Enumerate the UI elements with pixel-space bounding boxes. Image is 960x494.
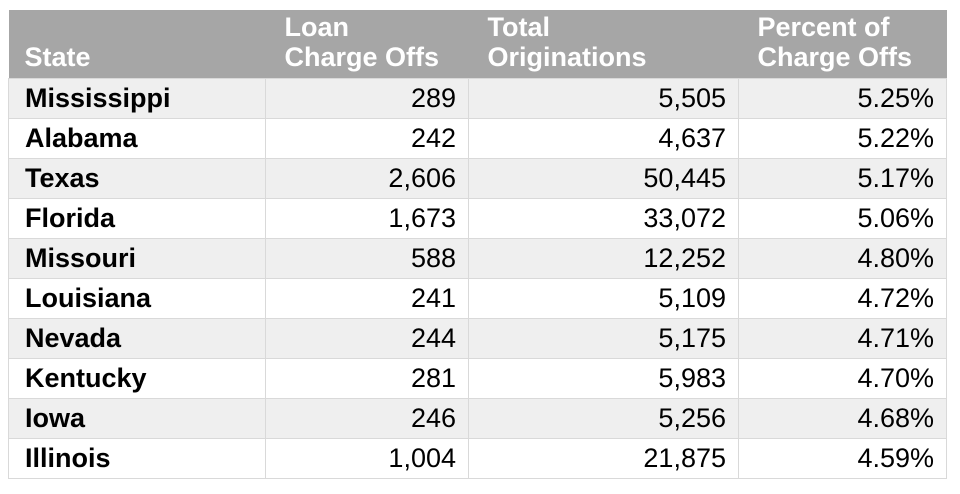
cell-originations: 5,109 — [468, 277, 739, 319]
cell-state: Mississippi — [8, 77, 266, 119]
table-row: Louisiana 241 5,109 4.72% — [8, 277, 947, 319]
cell-state: Nevada — [8, 317, 266, 359]
table-row: Florida 1,673 33,072 5.06% — [8, 197, 947, 239]
cell-percent: 4.68% — [738, 397, 947, 439]
cell-charge-offs: 2,606 — [265, 157, 469, 199]
cell-state: Alabama — [8, 117, 266, 159]
cell-state: Louisiana — [8, 277, 266, 319]
cell-charge-offs: 244 — [265, 317, 469, 359]
cell-charge-offs: 289 — [265, 77, 469, 119]
cell-originations: 21,875 — [468, 437, 739, 479]
table-row: Nevada 244 5,175 4.71% — [8, 317, 947, 359]
charge-offs-table: State Loan Charge Offs Total Origination… — [8, 10, 947, 479]
cell-originations: 12,252 — [468, 237, 739, 279]
table-row: Texas 2,606 50,445 5.17% — [8, 157, 947, 199]
header-row: State Loan Charge Offs Total Origination… — [8, 10, 947, 78]
cell-charge-offs: 588 — [265, 237, 469, 279]
table-row: Alabama 242 4,637 5.22% — [8, 117, 947, 159]
cell-state: Missouri — [8, 237, 266, 279]
cell-percent: 4.70% — [738, 357, 947, 399]
table-row: Iowa 246 5,256 4.68% — [8, 397, 947, 439]
cell-state: Texas — [8, 157, 266, 199]
charge-offs-table-container: State Loan Charge Offs Total Origination… — [8, 10, 947, 479]
cell-originations: 50,445 — [468, 157, 739, 199]
table-row: Missouri 588 12,252 4.80% — [8, 237, 947, 279]
cell-state: Iowa — [8, 397, 266, 439]
cell-percent: 5.25% — [738, 77, 947, 119]
table-header: State Loan Charge Offs Total Origination… — [8, 10, 947, 78]
cell-state: Kentucky — [8, 357, 266, 399]
cell-originations: 33,072 — [468, 197, 739, 239]
cell-charge-offs: 281 — [265, 357, 469, 399]
cell-charge-offs: 246 — [265, 397, 469, 439]
cell-percent: 4.59% — [738, 437, 947, 479]
cell-charge-offs: 1,673 — [265, 197, 469, 239]
cell-percent: 5.06% — [738, 197, 947, 239]
cell-state: Illinois — [8, 437, 266, 479]
cell-originations: 5,256 — [468, 397, 739, 439]
cell-charge-offs: 242 — [265, 117, 469, 159]
column-header-state: State — [8, 10, 266, 78]
cell-percent: 4.80% — [738, 237, 947, 279]
column-header-loan-charge-offs: Loan Charge Offs — [265, 10, 469, 78]
table-row: Kentucky 281 5,983 4.70% — [8, 357, 947, 399]
table-body: Mississippi 289 5,505 5.25% Alabama 242 … — [8, 77, 947, 479]
cell-originations: 5,175 — [468, 317, 739, 359]
cell-percent: 4.72% — [738, 277, 947, 319]
cell-originations: 4,637 — [468, 117, 739, 159]
cell-state: Florida — [8, 197, 266, 239]
cell-charge-offs: 241 — [265, 277, 469, 319]
cell-percent: 4.71% — [738, 317, 947, 359]
column-header-total-originations: Total Originations — [468, 10, 739, 78]
table-row: Illinois 1,004 21,875 4.59% — [8, 437, 947, 479]
cell-charge-offs: 1,004 — [265, 437, 469, 479]
cell-originations: 5,983 — [468, 357, 739, 399]
table-row: Mississippi 289 5,505 5.25% — [8, 77, 947, 119]
column-header-percent-charge-offs: Percent of Charge Offs — [738, 10, 947, 78]
cell-percent: 5.17% — [738, 157, 947, 199]
cell-percent: 5.22% — [738, 117, 947, 159]
cell-originations: 5,505 — [468, 77, 739, 119]
